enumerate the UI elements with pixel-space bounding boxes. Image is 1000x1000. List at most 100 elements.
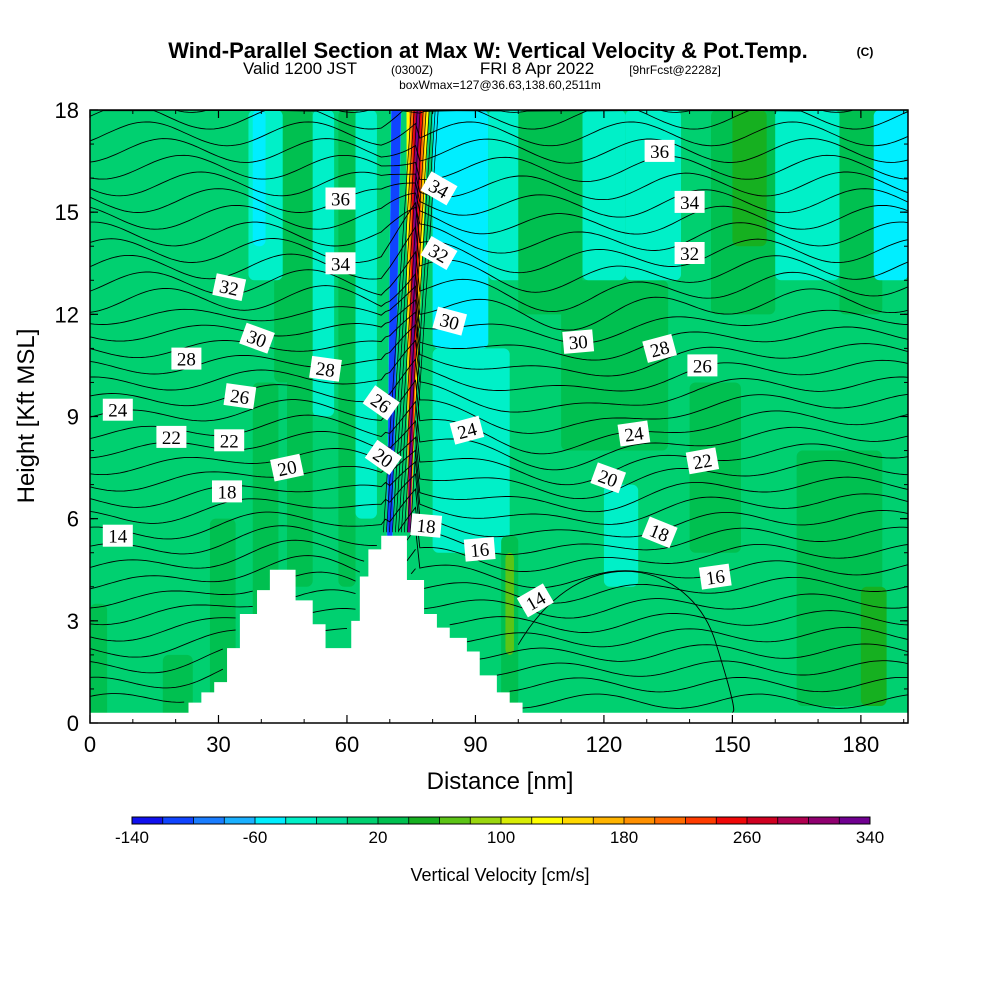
contour-label-text: 30 [568,332,589,355]
contour-label-box [674,242,705,264]
colorbar-swatch [193,817,225,824]
colorbar-swatch [808,817,840,824]
theta-contour-line [90,526,908,589]
theta-contour-line [90,668,908,693]
theta-contour-line [175,110,853,113]
shade-light-region [625,110,682,281]
y-tick-label: 0 [67,711,79,736]
theta-contour-line [90,206,908,254]
colorbar-tick-label: -140 [115,828,149,847]
y-tick-label: 12 [55,302,79,327]
colorbar-swatch [378,817,410,824]
valid-time-line: Valid 1200 JST (0300Z) FRI 8 Apr 2022 [9… [243,59,721,78]
contour-label-text: 28 [314,359,336,382]
box-info: boxWmax=127@36.63,138.60,2511m [399,78,601,92]
theta-contour-line [90,627,908,662]
x-tick-label: 30 [206,732,230,757]
contour-label-box [687,354,718,377]
colorbar-swatch [624,817,656,824]
colorbar: -140 -60 20 100 180 260 340 [115,816,884,847]
contour-label-text: 32 [217,276,240,300]
theta-contour-line [90,648,908,677]
contour-label-box [364,439,402,476]
chart-title: Wind-Parallel Section at Max W: Vertical… [168,38,808,63]
shade-dark-low [162,654,193,723]
colorbar-swatch [531,817,563,824]
theta-contour-line [90,449,908,513]
shade-light-region [775,110,840,281]
contour-label: 24 [102,398,133,422]
colorbar-swatch [347,817,379,824]
contour-label-box [325,187,356,210]
contour-label-box [212,480,242,503]
theta-contour-line [90,339,908,413]
colorbar-swatch [839,817,871,824]
theta-contour-line [90,506,908,572]
contour-label: 24 [449,415,485,445]
shade-downdraft-core [387,110,401,536]
contour-label: 36 [644,139,675,163]
contour-label-text: 32 [680,244,699,265]
shade-light-region [432,348,510,553]
theta-contour-line [90,110,908,130]
contour-label-box [239,322,275,354]
contour-label: 16 [698,563,732,590]
contour-label: 22 [685,447,720,474]
theta-contour-line [90,549,908,604]
theta-contour-line [517,571,735,713]
contour-label-text: 26 [693,356,712,377]
theta-contour-line [90,285,908,344]
colorbar-tick-label: 20 [369,828,388,847]
contour-label-box [171,347,202,370]
colorbar-tick-label: 260 [733,828,761,847]
contour-label: 14 [102,524,133,548]
theta-contour-line [90,608,908,648]
theta-contour-line [90,182,908,218]
contour-label-box [642,333,677,363]
contour-label-box [644,139,675,162]
contour-label-box [590,462,627,494]
theta-contour-line [398,110,427,533]
colorbar-swatch [716,817,748,824]
contour-label-text: 22 [220,431,239,452]
theta-contour-line [90,488,908,555]
velocity-shading [90,110,908,723]
theta-contour-line [90,568,908,619]
colorbar-tick-label: 100 [487,828,515,847]
contour-label: 30 [562,329,595,355]
theta-contour-line [401,110,430,533]
contour-label-box [410,513,443,538]
y-tick-label: 6 [67,507,79,532]
shade-dark-column [338,110,356,587]
contour-label-text: 28 [177,350,196,371]
colorbar-label: Vertical Velocity [cm/s] [410,865,589,885]
x-tick-label: 90 [463,732,487,757]
valid-fcst: [9hrFcst@2228z] [629,63,721,77]
contour-label: 36 [325,187,356,211]
shade-dark-region [518,110,583,315]
contour-label: 28 [642,333,677,363]
colorbar-swatch [408,817,440,824]
contour-label: 22 [214,429,245,452]
contour-label: 28 [309,355,342,382]
y-tick-label: 9 [67,405,79,430]
theta-contour-line [90,311,908,377]
contour-label: 34 [325,252,356,275]
contour-label: 26 [223,383,257,409]
x-tick-label: 120 [586,732,623,757]
theta-contour-line [90,192,908,235]
theta-contour-line [90,171,908,201]
contour-label: 20 [270,453,304,482]
colorbar-swatch [316,817,348,824]
colorbar-tick-label: 340 [856,828,884,847]
contour-label-box [432,306,468,336]
colorbar-swatch [777,817,809,824]
contour-label-box [270,453,304,482]
contour-label-box [325,252,356,275]
contour-label-box [420,235,458,271]
plot-area: 1424222818222630322028343626201834323024… [90,110,908,723]
theta-contour-line [90,272,908,331]
terrain-mountain [90,535,908,723]
colorbar-tick-label: 180 [610,828,638,847]
